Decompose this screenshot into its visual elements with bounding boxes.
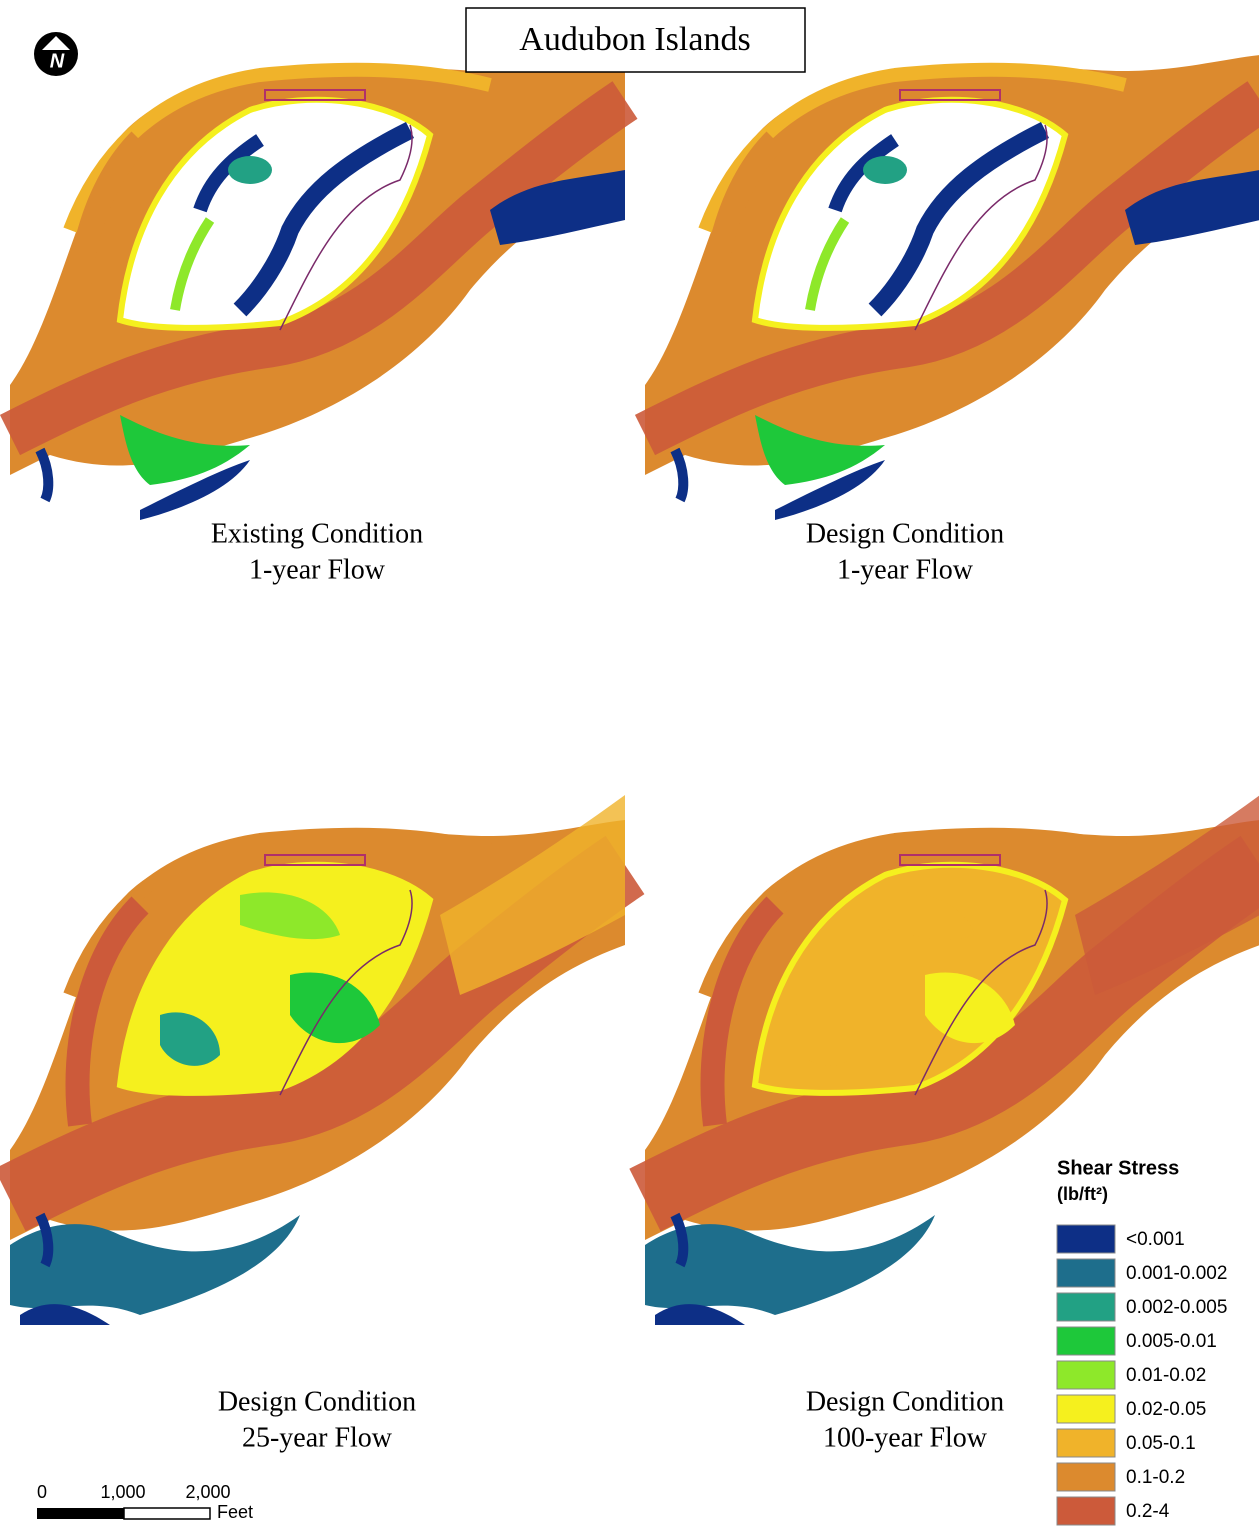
map-panel xyxy=(645,55,1259,520)
legend-swatch xyxy=(1057,1463,1115,1491)
caption-line: 100-year Flow xyxy=(823,1422,988,1453)
legend-label: 0.02-0.05 xyxy=(1126,1399,1206,1420)
legend-label: 0.2-4 xyxy=(1126,1501,1170,1522)
legend-label: 0.05-0.1 xyxy=(1126,1433,1196,1454)
legend-label: 0.01-0.02 xyxy=(1126,1365,1206,1386)
legend-swatch xyxy=(1057,1225,1115,1253)
legend-swatch xyxy=(1057,1361,1115,1389)
caption-line: 1-year Flow xyxy=(249,554,386,585)
scale-unit: Feet xyxy=(217,1502,253,1522)
legend-label: 0.1-0.2 xyxy=(1126,1467,1185,1488)
outfall xyxy=(40,450,48,500)
legend-swatch xyxy=(1057,1293,1115,1321)
scale-segment xyxy=(124,1508,210,1519)
legend-title: Shear Stress xyxy=(1057,1157,1179,1179)
backwater-pool xyxy=(863,156,907,184)
map-panels xyxy=(10,55,1259,1325)
caption-line: Design Condition xyxy=(806,1386,1004,1417)
scale-label: 0 xyxy=(37,1482,47,1502)
legend-label: 0.005-0.01 xyxy=(1126,1331,1217,1352)
scale-bar: Feet 0 1,000 2,000 xyxy=(37,1482,253,1522)
title: Audubon Islands xyxy=(519,21,750,58)
legend-swatch xyxy=(1057,1429,1115,1457)
map-panel xyxy=(10,795,625,1325)
legend-swatch xyxy=(1057,1259,1115,1287)
legend-unit: (lb/ft²) xyxy=(1057,1184,1108,1204)
backwater-pool xyxy=(228,156,272,184)
scale-segment xyxy=(37,1508,124,1519)
north-label: N xyxy=(50,50,65,72)
caption-line: Design Condition xyxy=(218,1386,416,1417)
scale-label: 2,000 xyxy=(185,1482,230,1502)
bank-fringe xyxy=(645,1215,935,1315)
legend-swatch xyxy=(1057,1327,1115,1355)
caption-line: Design Condition xyxy=(806,518,1004,549)
legend-label: <0.001 xyxy=(1126,1229,1185,1250)
legend-label: 0.001-0.002 xyxy=(1126,1263,1227,1284)
caption-line: 25-year Flow xyxy=(242,1422,393,1453)
outfall xyxy=(675,450,683,500)
caption-line: 1-year Flow xyxy=(837,554,974,585)
bank-fringe xyxy=(10,1215,300,1315)
caption-line: Existing Condition xyxy=(211,518,423,549)
legend: Shear Stress (lb/ft²) <0.001 0.001-0.002 0… xyxy=(1050,1157,1250,1526)
map-panel xyxy=(10,55,625,520)
figure: Audubon Islands N Existing Condition 1-ye… xyxy=(0,0,1259,1526)
legend-swatch xyxy=(1057,1497,1115,1525)
legend-swatch xyxy=(1057,1395,1115,1423)
scale-label: 1,000 xyxy=(100,1482,145,1502)
legend-label: 0.002-0.005 xyxy=(1126,1297,1227,1318)
